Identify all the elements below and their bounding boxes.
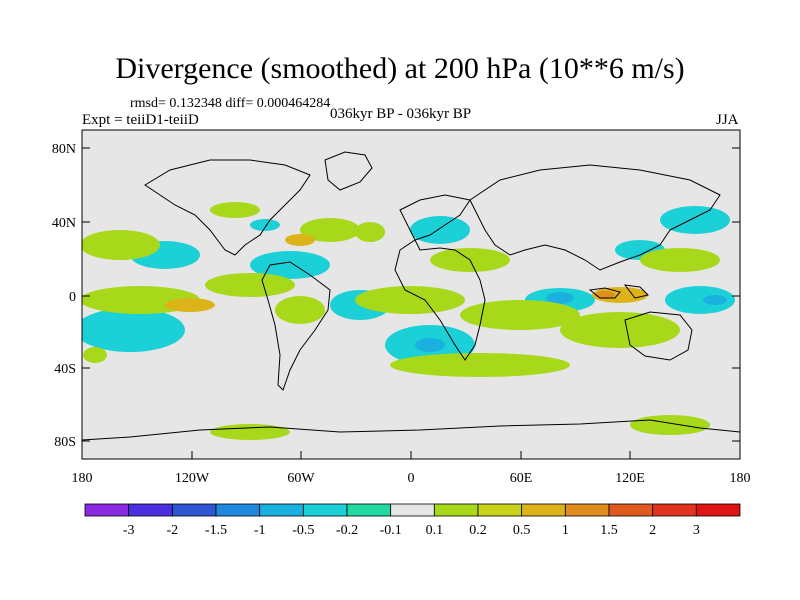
lat-label-80s: 80S (54, 435, 76, 450)
colorbar-label: -1 (254, 523, 266, 538)
colorbar-label: -0.1 (380, 523, 402, 538)
colorbar-swatch (171, 503, 217, 517)
lon-label-120w: 120W (175, 471, 210, 486)
colorbar-swatch (84, 503, 130, 517)
lon-label-60e: 60E (510, 471, 533, 486)
lon-label-120e: 120E (615, 471, 645, 486)
strong-positive-areas (165, 234, 648, 312)
colorbar-swatch (215, 503, 261, 517)
colorbar: -3 -2 -1.5 -1 -0.5 -0.2 -0.1 0.1 0.2 0.5 1 1.5 2 3 (84, 503, 741, 538)
season-label: JJA (716, 112, 739, 128)
strong-negative-areas (415, 292, 727, 352)
colorbar-swatch (390, 503, 435, 517)
colorbar-swatch (477, 503, 523, 517)
lat-label-40s: 40S (54, 362, 76, 377)
colorbar-swatch (433, 503, 479, 517)
colorbar-label: -0.2 (336, 523, 358, 538)
colorbar-label: -1.5 (205, 523, 227, 538)
lon-label-60w: 60W (287, 471, 315, 486)
colorbar-label: 0.5 (513, 523, 531, 538)
colorbar-swatch (128, 503, 173, 517)
period-label: 036kyr BP - 036kyr BP (330, 106, 472, 122)
chart-title: Divergence (smoothed) at 200 hPa (10**6 … (115, 52, 685, 85)
colorbar-swatch (346, 503, 392, 517)
positive-divergence-areas (82, 202, 720, 440)
colorbar-label: -0.5 (292, 523, 314, 538)
colorbar-swatch (608, 503, 654, 517)
colorbar-swatch (259, 503, 304, 517)
colorbar-label: -3 (123, 523, 135, 538)
colorbar-label: 0.1 (426, 523, 444, 538)
colorbar-label: 0.2 (469, 523, 487, 538)
colorbar-swatch (695, 503, 741, 517)
colorbar-label: 1 (562, 523, 569, 538)
colorbar-label: 1.5 (600, 523, 618, 538)
lat-label-40n: 40N (52, 216, 76, 231)
lat-label-0: 0 (69, 290, 76, 305)
colorbar-label: 2 (649, 523, 656, 538)
lon-label-180e: 180 (730, 471, 751, 486)
lat-label-80n: 80N (52, 142, 76, 157)
colorbar-swatch (652, 503, 697, 517)
lon-label-180w: 180 (72, 471, 93, 486)
colorbar-label: 3 (693, 523, 700, 538)
coastlines (82, 151, 740, 441)
very-strong-positive-areas (595, 291, 615, 299)
colorbar-swatch (302, 503, 348, 517)
lon-label-0: 0 (408, 471, 415, 486)
colorbar-label: -2 (166, 523, 178, 538)
divergence-field (82, 151, 740, 441)
colorbar-swatch (521, 503, 566, 517)
rmsd-diff-stats: rmsd= 0.132348 diff= 0.000464284 (130, 96, 331, 111)
colorbar-swatch (564, 503, 610, 517)
experiment-label: Expt = teiiD1-teiiD (82, 112, 199, 128)
